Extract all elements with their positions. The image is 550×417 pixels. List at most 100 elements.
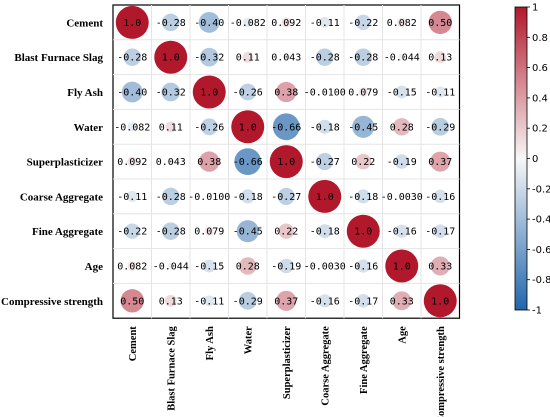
corr-circle <box>202 259 216 273</box>
corr-circle <box>395 224 409 238</box>
corr-circle <box>433 189 447 203</box>
corr-value-label: -0.15 <box>194 262 224 273</box>
corr-value-label: -0.32 <box>194 53 224 64</box>
corr-circle <box>400 195 403 198</box>
corr-circle <box>123 48 141 66</box>
corr-circle <box>282 53 290 61</box>
corr-value-label: 0.082 <box>117 262 147 273</box>
corr-value-label: 0.092 <box>117 157 147 168</box>
corr-circle <box>318 294 332 308</box>
corr-circle <box>279 258 294 274</box>
corr-circle <box>234 148 262 176</box>
corr-circle <box>127 261 137 271</box>
column-label: Compressive strength <box>436 326 447 417</box>
corr-circle <box>239 257 257 275</box>
corr-circle <box>165 121 177 133</box>
row-label: Water <box>74 122 103 134</box>
corr-value-label: 1.0 <box>277 157 295 168</box>
corr-value-label: -0.28 <box>156 227 186 238</box>
corr-value-label: -0.28 <box>117 53 147 64</box>
colorbar-tick-label: 0.4 <box>532 93 548 104</box>
corr-circle <box>192 75 226 109</box>
cells-layer: 1.0 -0.28 -0.40 -0.082 0.092 -0.11 -0.22 0.082 0… <box>112 4 461 319</box>
corr-circle <box>397 17 407 28</box>
corr-circle <box>356 189 371 204</box>
corr-circle <box>199 151 220 172</box>
corr-value-label: -0.11 <box>117 192 147 203</box>
corr-value-label: -0.27 <box>310 157 340 168</box>
row-label: Fine Aggregate <box>32 226 103 238</box>
corr-circle <box>243 17 253 28</box>
row-label: Cement <box>66 17 103 29</box>
column-label: Cement <box>128 326 139 361</box>
corr-value-label: 1.0 <box>354 227 372 238</box>
corr-value-label: 1.0 <box>162 53 180 64</box>
corr-circle <box>240 189 255 204</box>
corr-circle <box>276 81 297 103</box>
column-label: Fine Aggregate <box>359 326 370 394</box>
row-label: Blast Furnace Slag <box>14 52 103 64</box>
corr-circle <box>316 153 334 171</box>
corr-circle <box>204 226 214 236</box>
corr-value-label: -0.0100 <box>188 192 230 203</box>
corr-value-label: 0.28 <box>236 262 260 273</box>
column-labels: Cement Blast Furnace Slag Fly Ash Water Supe… <box>128 325 447 417</box>
corr-circle <box>127 122 137 132</box>
corr-value-label: 1.0 <box>393 262 411 273</box>
corr-circle <box>356 259 370 273</box>
corr-value-label: 0.50 <box>428 18 452 29</box>
corr-circle <box>356 293 371 308</box>
column-label: Age <box>398 326 409 344</box>
corr-value-label: -0.044 <box>153 262 189 273</box>
corr-value-label: -0.082 <box>230 18 266 29</box>
corr-circle <box>430 256 450 276</box>
corr-value-label: -0.11 <box>310 18 340 29</box>
corr-circle <box>154 40 188 74</box>
corr-value-label: -0.0030 <box>381 192 423 203</box>
corr-value-label: 0.33 <box>428 262 452 273</box>
corr-circle <box>278 223 294 239</box>
corr-value-label: 0.37 <box>274 296 298 307</box>
corr-circle <box>354 48 372 66</box>
corr-value-label: -0.16 <box>425 192 455 203</box>
corr-circle <box>428 10 452 35</box>
corr-value-label: -0.11 <box>425 88 455 99</box>
corr-circle <box>162 13 180 32</box>
corr-value-label: -0.15 <box>387 88 417 99</box>
corr-value-label: -0.16 <box>310 296 340 307</box>
corr-circle <box>120 289 144 313</box>
corr-circle <box>276 290 297 311</box>
corr-value-label: -0.22 <box>117 227 147 238</box>
corr-circle <box>162 187 180 206</box>
corr-value-label: -0.45 <box>233 227 263 238</box>
corr-circle <box>355 153 371 170</box>
corr-circle <box>395 85 409 99</box>
row-label: Compressive strength <box>1 296 103 308</box>
corr-value-label: -0.32 <box>156 88 186 99</box>
row-label: Coarse Aggregate <box>20 191 103 203</box>
corr-value-label: -0.26 <box>194 122 224 133</box>
colorbar-tick-label: 0.6 <box>532 63 548 74</box>
corr-value-label: 1.0 <box>431 296 449 307</box>
corr-value-label: 0.37 <box>428 157 452 168</box>
corr-circle <box>167 262 175 270</box>
corr-value-label: 0.092 <box>271 18 301 29</box>
colorbar-tick-label: 1 <box>532 3 538 14</box>
corr-value-label: -0.28 <box>156 192 186 203</box>
colorbar-tick-label: 0 <box>532 154 538 165</box>
row-label: Age <box>85 261 103 273</box>
corr-value-label: 1.0 <box>316 192 334 203</box>
corr-value-label: -0.0030 <box>304 262 346 273</box>
corr-circle <box>352 115 375 138</box>
colorbar-tick-label: 0.8 <box>532 33 548 44</box>
corr-value-label: 0.079 <box>348 88 378 99</box>
column-label: Blast Furnace Slag <box>167 325 178 410</box>
corr-circle <box>127 156 138 167</box>
column-label: Water <box>244 326 255 354</box>
corr-value-label: -0.66 <box>233 157 263 168</box>
corr-circle <box>281 17 292 28</box>
corr-value-label: -0.29 <box>233 296 263 307</box>
corr-value-label: 0.11 <box>159 122 183 133</box>
corr-value-label: 0.082 <box>387 18 417 29</box>
corr-circle <box>121 81 143 103</box>
